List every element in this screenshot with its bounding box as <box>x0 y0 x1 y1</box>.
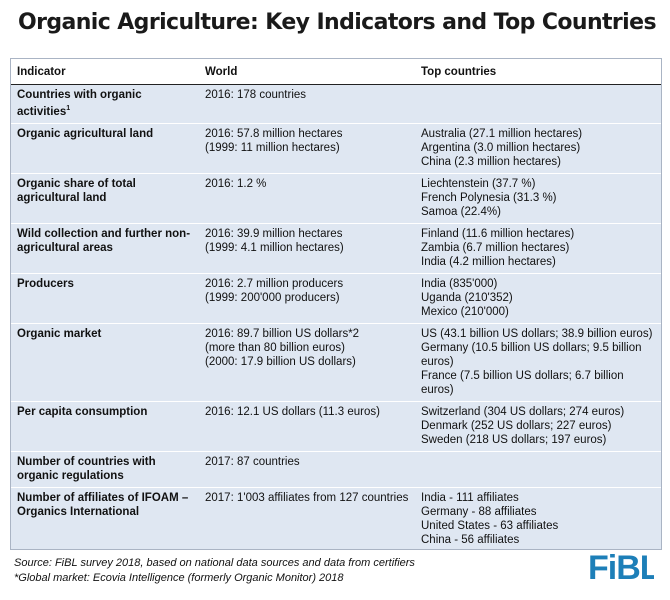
top-country-entry: Argentina (3.0 million hectares) <box>421 141 581 154</box>
cell-top-countries <box>415 451 661 488</box>
footer-note: *Global market: Ecovia Intelligence (for… <box>14 572 344 584</box>
top-country-entry: United States - 63 affiliates <box>421 519 559 532</box>
indicator-label: Per capita consumption <box>17 405 148 418</box>
top-country-entry: France (7.5 billion US dollars; 6.7 bill… <box>421 369 624 396</box>
world-value: (2000: 17.9 billion US dollars) <box>205 355 356 368</box>
top-country-entry: Switzerland (304 US dollars; 274 euros) <box>421 405 625 418</box>
indicators-table-container: Indicator World Top countries Countries … <box>10 58 662 552</box>
footer: Source: FiBL survey 2018, based on natio… <box>14 556 415 586</box>
world-value: (1999: 200'000 producers) <box>205 291 340 304</box>
world-value: (1999: 11 million hectares) <box>205 141 340 154</box>
table-row: Number of affiliates of IFOAM – Organics… <box>11 487 661 552</box>
world-value: (more than 80 billion euros) <box>205 341 345 354</box>
top-country-entry: India (835'000) <box>421 277 498 290</box>
world-value: 2017: 1'003 affiliates from 127 countrie… <box>205 491 409 504</box>
footer-source: Source: FiBL survey 2018, based on natio… <box>14 557 415 569</box>
cell-world: 2016: 89.7 billion US dollars*2 (more tha… <box>199 323 415 402</box>
cell-indicator: Number of affiliates of IFOAM – Organics… <box>11 487 199 552</box>
cell-indicator: Producers <box>11 273 199 324</box>
table-row: Producers 2016: 2.7 million producers (199… <box>11 273 661 324</box>
top-country-entry: India (4.2 million hectares) <box>421 255 556 268</box>
top-country-entry: Zambia (6.7 million hectares) <box>421 241 570 254</box>
world-value: 2016: 12.1 US dollars (11.3 euros) <box>205 405 380 418</box>
top-country-entry: India - 111 affiliates <box>421 491 519 504</box>
indicator-label: Organic share of total agricultural land <box>17 177 136 204</box>
top-country-entry: Germany (10.5 billion US dollars; 9.5 bi… <box>421 341 642 368</box>
cell-world: 2016: 12.1 US dollars (11.3 euros) <box>199 401 415 452</box>
top-country-entry: Denmark (252 US dollars; 227 euros) <box>421 419 612 432</box>
world-value: 2016: 1.2 % <box>205 177 267 190</box>
indicator-label: Wild collection and further non-agricult… <box>17 227 191 254</box>
top-country-entry: Liechtenstein (37.7 %) <box>421 177 536 190</box>
table-row: Organic share of total agricultural land… <box>11 173 661 224</box>
indicator-label: Number of affiliates of IFOAM – Organics… <box>17 491 189 518</box>
top-country-entry: Germany - 88 affiliates <box>421 505 537 518</box>
cell-top-countries: Finland (11.6 million hectares) Zambia (6… <box>415 223 661 274</box>
table-row: Per capita consumption 2016: 12.1 US doll… <box>11 401 661 452</box>
top-country-entry: Sweden (218 US dollars; 197 euros) <box>421 433 607 446</box>
table-row: Wild collection and further non-agricult… <box>11 223 661 274</box>
indicator-label: Producers <box>17 277 74 290</box>
cell-indicator: Organic market <box>11 323 199 402</box>
page-title: Organic Agriculture: Key Indicators and … <box>18 10 657 35</box>
top-country-entry: China - 56 affiliates <box>421 533 520 546</box>
top-country-entry: Mexico (210'000) <box>421 305 509 318</box>
table-row: Countries with organic activities1 2016: … <box>11 84 661 124</box>
indicators-table: Indicator World Top countries Countries … <box>11 59 661 552</box>
world-value: (1999: 4.1 million hectares) <box>205 241 344 254</box>
cell-indicator: Organic agricultural land <box>11 123 199 174</box>
cell-world: 2016: 39.9 million hectares (1999: 4.1 mi… <box>199 223 415 274</box>
cell-indicator: Wild collection and further non-agricult… <box>11 223 199 274</box>
table-body: Countries with organic activities1 2016: … <box>11 84 661 552</box>
top-country-entry: Uganda (210'352) <box>421 291 513 304</box>
cell-indicator: Per capita consumption <box>11 401 199 452</box>
column-header-indicator: Indicator <box>11 59 199 85</box>
cell-indicator: Countries with organic activities1 <box>11 84 199 124</box>
cell-indicator: Organic share of total agricultural land <box>11 173 199 224</box>
indicator-label: Countries with organic activities <box>17 89 142 118</box>
cell-top-countries: Australia (27.1 million hectares) Argenti… <box>415 123 661 174</box>
top-country-entry: French Polynesia (31.3 %) <box>421 191 557 204</box>
world-value: 2016: 57.8 million hectares <box>205 127 343 140</box>
top-country-entry: Finland (11.6 million hectares) <box>421 227 575 240</box>
top-country-entry: US (43.1 billion US dollars; 38.9 billio… <box>421 327 653 340</box>
table-header-row: Indicator World Top countries <box>11 59 661 85</box>
cell-top-countries <box>415 84 661 124</box>
cell-world: 2016: 178 countries <box>199 84 415 124</box>
world-value: 2016: 2.7 million producers <box>205 277 344 290</box>
top-country-entry: Australia (27.1 million hectares) <box>421 127 583 140</box>
top-country-entry: China (2.3 million hectares) <box>421 155 561 168</box>
logo-text: FiBL <box>588 549 654 585</box>
footnote-marker: 1 <box>66 105 71 112</box>
cell-world: 2017: 1'003 affiliates from 127 countrie… <box>199 487 415 552</box>
indicator-label: Organic market <box>17 327 102 340</box>
column-header-top-countries: Top countries <box>415 59 661 85</box>
cell-world: 2016: 1.2 % <box>199 173 415 224</box>
world-value: 2017: 87 countries <box>205 455 300 468</box>
cell-top-countries: India - 111 affiliates Germany - 88 affil… <box>415 487 661 552</box>
cell-indicator: Number of countries with organic regulat… <box>11 451 199 488</box>
table-row: Organic market 2016: 89.7 billion US doll… <box>11 323 661 402</box>
world-value: 2016: 89.7 billion US dollars*2 <box>205 327 360 340</box>
column-header-world: World <box>199 59 415 85</box>
table-row: Number of countries with organic regulat… <box>11 451 661 488</box>
cell-world: 2016: 2.7 million producers (1999: 200'00… <box>199 273 415 324</box>
cell-world: 2016: 57.8 million hectares (1999: 11 mil… <box>199 123 415 174</box>
top-country-entry: Samoa (22.4%) <box>421 205 501 218</box>
indicator-label: Number of countries with organic regulat… <box>17 455 156 482</box>
table-row: Organic agricultural land 2016: 57.8 mill… <box>11 123 661 174</box>
cell-top-countries: Switzerland (304 US dollars; 274 euros) D… <box>415 401 661 452</box>
world-value: 2016: 39.9 million hectares <box>205 227 343 240</box>
cell-top-countries: India (835'000) Uganda (210'352) Mexico (2… <box>415 273 661 324</box>
cell-top-countries: US (43.1 billion US dollars; 38.9 billio… <box>415 323 661 402</box>
world-value: 2016: 178 countries <box>205 89 307 101</box>
fibl-logo: FiBL <box>588 549 654 585</box>
cell-world: 2017: 87 countries <box>199 451 415 488</box>
cell-top-countries: Liechtenstein (37.7 %) French Polynesia (… <box>415 173 661 224</box>
indicator-label: Organic agricultural land <box>17 127 154 140</box>
